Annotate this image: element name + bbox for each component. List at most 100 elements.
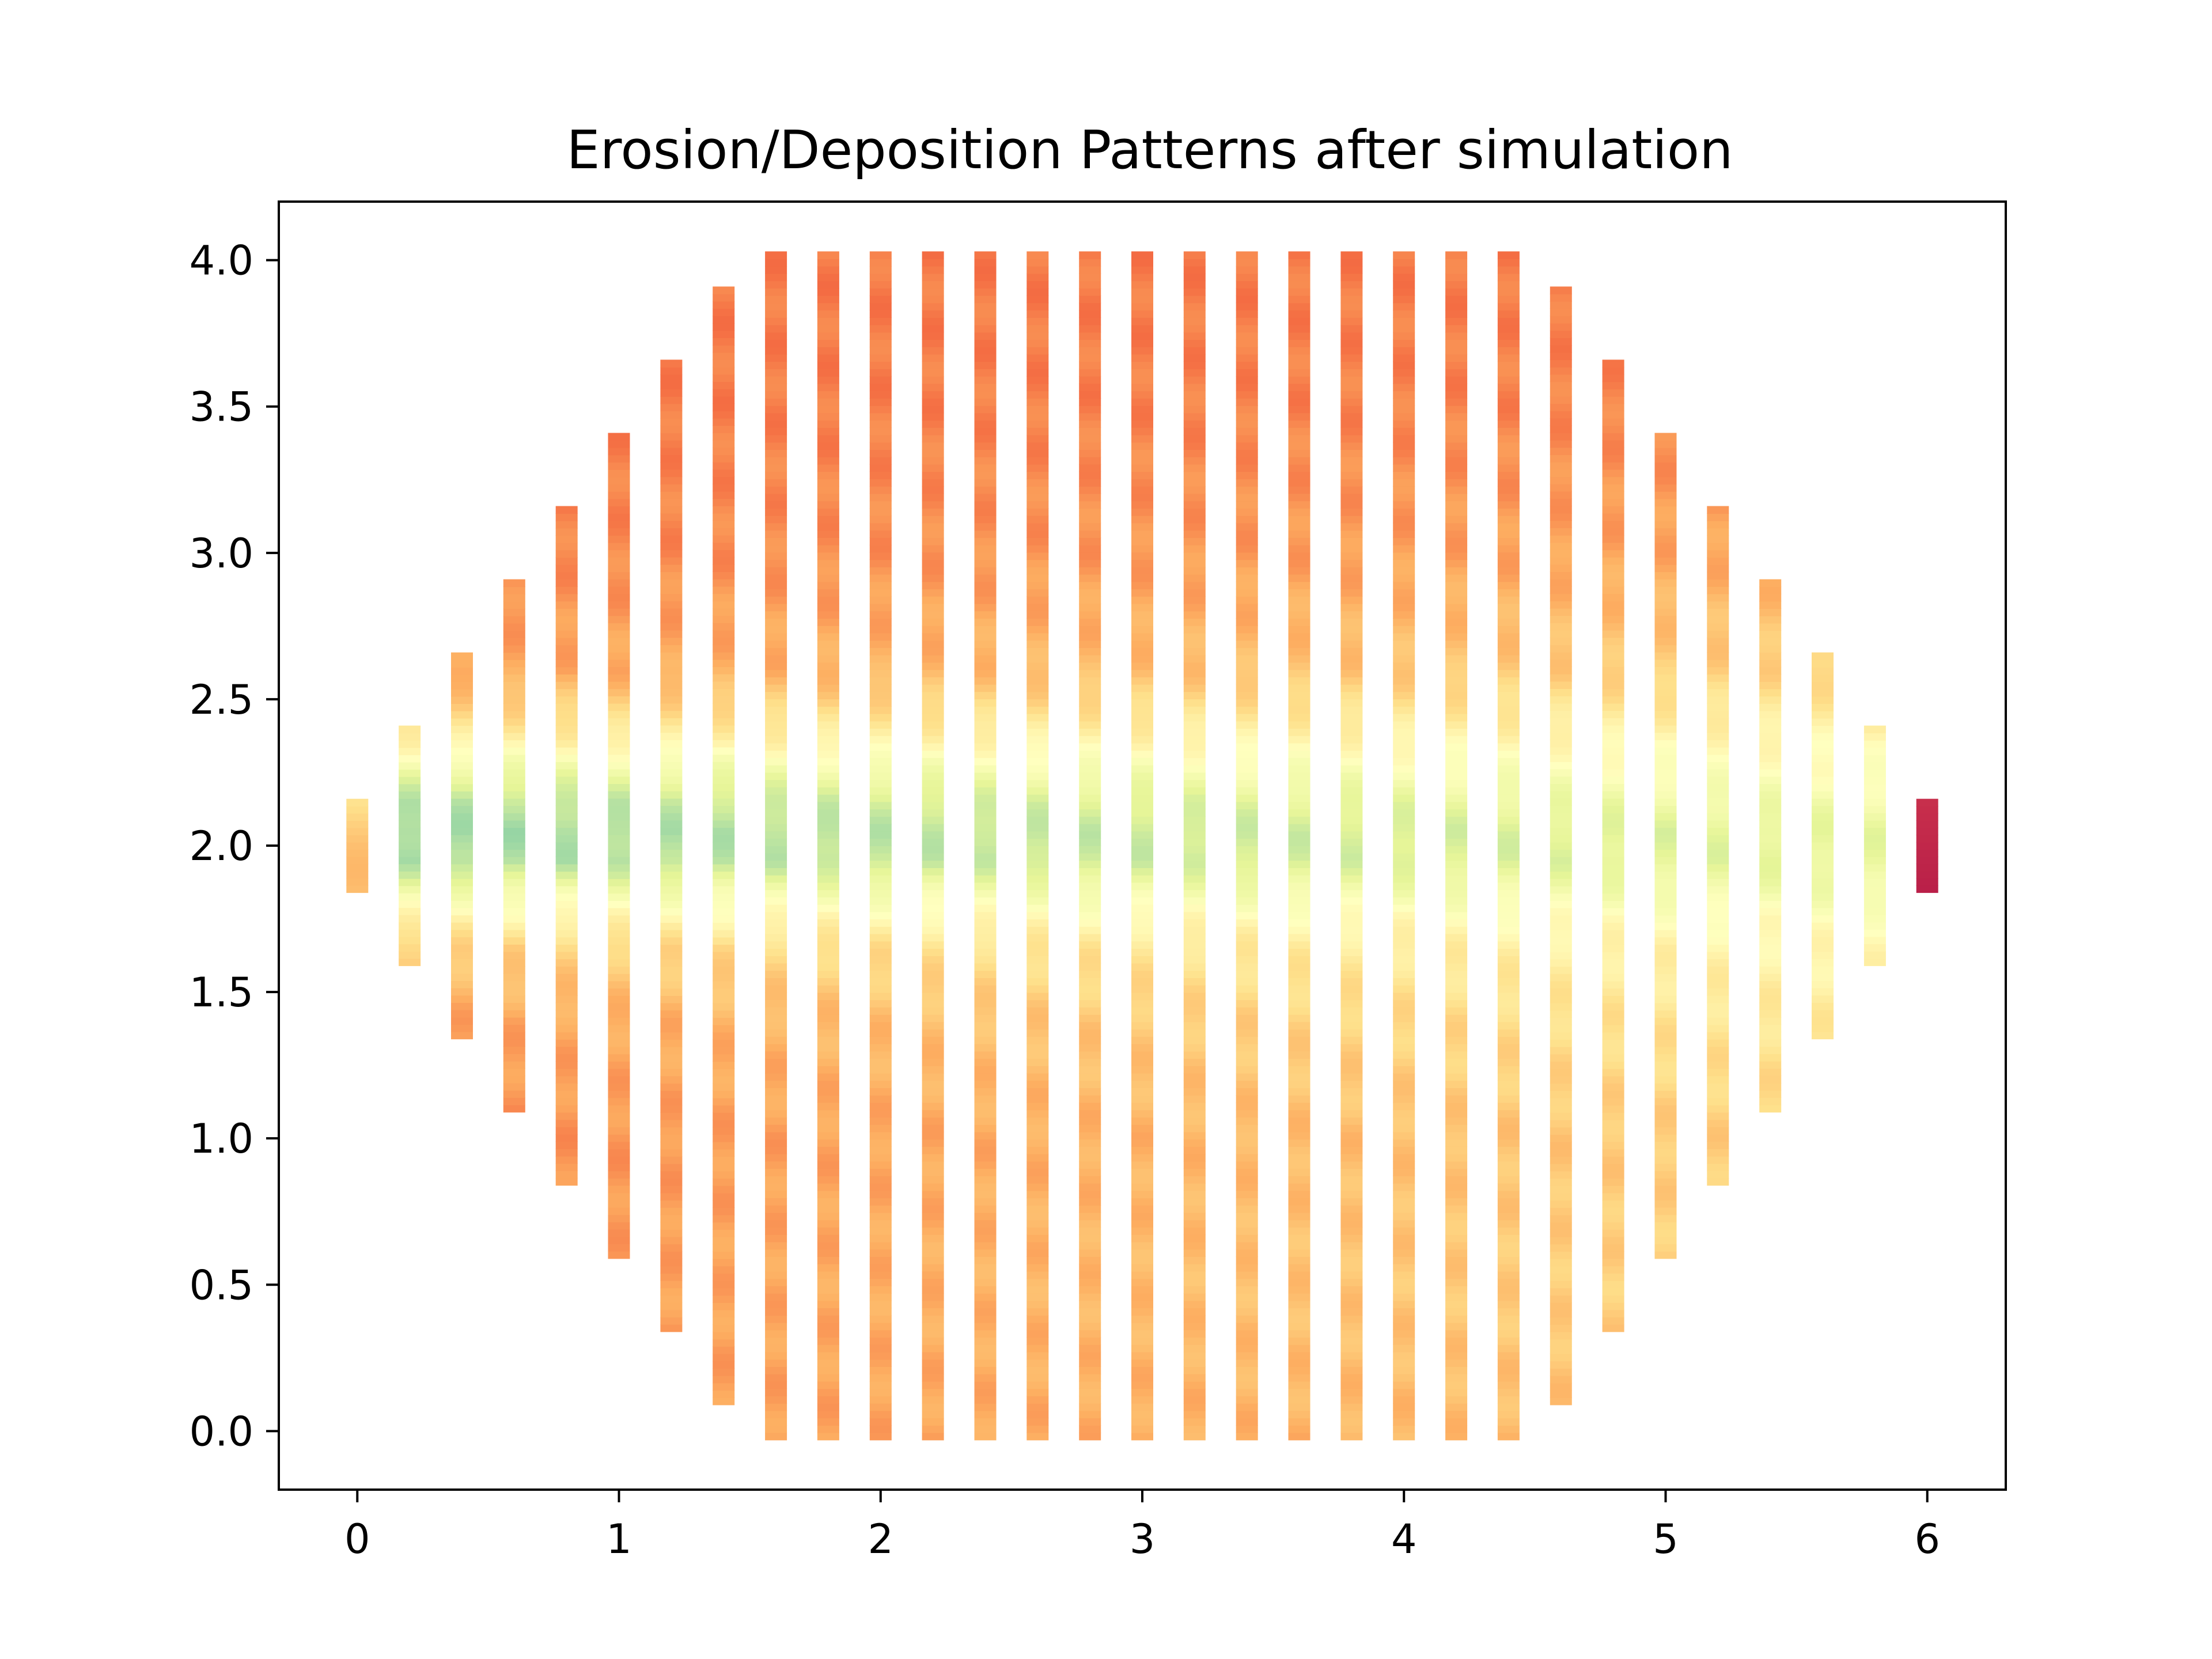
data-point [1445, 1359, 1468, 1367]
data-point [1550, 1097, 1572, 1106]
data-point [1131, 464, 1153, 472]
data-point [1654, 893, 1677, 901]
data-point [1340, 611, 1363, 619]
data-point [817, 757, 839, 766]
column-28 [1812, 652, 1834, 1040]
data-point [765, 391, 787, 399]
data-point [1236, 1234, 1258, 1243]
data-point [1288, 1139, 1310, 1147]
data-point [713, 827, 735, 835]
data-point [974, 1308, 997, 1316]
data-point [1183, 677, 1206, 685]
data-point [1183, 1432, 1206, 1441]
data-point [1183, 1117, 1206, 1125]
data-point [713, 1002, 735, 1011]
data-point [1236, 347, 1258, 355]
data-point [713, 535, 735, 543]
data-point [1079, 1109, 1101, 1118]
data-point [503, 988, 525, 996]
data-point [817, 1007, 839, 1015]
data-point [1183, 1088, 1206, 1096]
data-point [1707, 1105, 1729, 1113]
data-point [765, 882, 787, 891]
data-point [1550, 1075, 1572, 1084]
x-tick-label: 5 [1653, 1516, 1679, 1563]
data-point [1550, 768, 1572, 777]
data-point [608, 491, 630, 499]
data-point [869, 581, 892, 589]
data-point [974, 1146, 997, 1154]
data-point [1497, 1432, 1520, 1441]
data-point [660, 550, 683, 558]
data-point [1340, 332, 1363, 340]
data-point [974, 640, 997, 648]
data-point [660, 929, 683, 938]
data-point [1131, 537, 1153, 546]
data-point [346, 806, 369, 814]
data-point [1079, 391, 1101, 399]
data-point [1445, 764, 1468, 773]
data-point [1497, 1205, 1520, 1213]
data-point [660, 1054, 683, 1062]
data-point [1497, 882, 1520, 891]
data-point [1236, 846, 1258, 854]
data-point [1079, 259, 1101, 267]
data-point [1236, 1212, 1258, 1221]
data-point [1393, 266, 1415, 274]
data-point [1027, 324, 1049, 333]
data-point [713, 652, 735, 660]
data-point [660, 659, 683, 667]
data-point [1027, 567, 1049, 575]
data-point [1131, 515, 1153, 524]
data-point [1707, 783, 1729, 791]
data-point [922, 699, 944, 707]
data-point [1183, 288, 1206, 296]
data-point [713, 1171, 735, 1179]
data-point [555, 951, 578, 960]
data-point [713, 338, 735, 346]
data-point [713, 330, 735, 338]
data-point [974, 493, 997, 502]
data-point [1288, 684, 1310, 692]
data-point [765, 809, 787, 817]
data-point [1236, 1176, 1258, 1184]
data-point [922, 501, 944, 509]
data-point [503, 703, 525, 711]
data-point [1393, 889, 1415, 897]
data-point [1602, 645, 1624, 653]
data-point [1654, 454, 1677, 463]
data-point [1393, 926, 1415, 934]
data-point [1497, 376, 1520, 384]
data-point [713, 1134, 735, 1142]
data-point [1497, 1029, 1520, 1037]
data-point [1288, 1308, 1310, 1316]
data-point [1236, 1351, 1258, 1360]
data-point [817, 809, 839, 817]
data-point [1707, 1141, 1729, 1149]
data-point [1393, 625, 1415, 634]
data-point [1183, 486, 1206, 494]
data-point [399, 929, 421, 937]
data-point [1183, 640, 1206, 648]
data-point [1027, 273, 1049, 282]
data-point [1497, 1271, 1520, 1279]
data-point [660, 805, 683, 813]
data-point [1497, 743, 1520, 751]
data-point [1602, 1280, 1624, 1289]
data-point [1236, 449, 1258, 457]
data-point [869, 874, 892, 883]
data-point [817, 904, 839, 912]
data-point [1654, 601, 1677, 609]
data-point [1288, 288, 1310, 296]
data-point [1131, 369, 1153, 377]
data-point [1027, 581, 1049, 589]
data-point [1497, 589, 1520, 597]
data-point [1497, 1088, 1520, 1096]
data-point [660, 1207, 683, 1215]
data-point [1183, 838, 1206, 846]
data-point [1340, 1366, 1363, 1374]
data-point [974, 486, 997, 494]
data-point [974, 383, 997, 392]
data-point [713, 564, 735, 572]
data-point [1497, 706, 1520, 714]
